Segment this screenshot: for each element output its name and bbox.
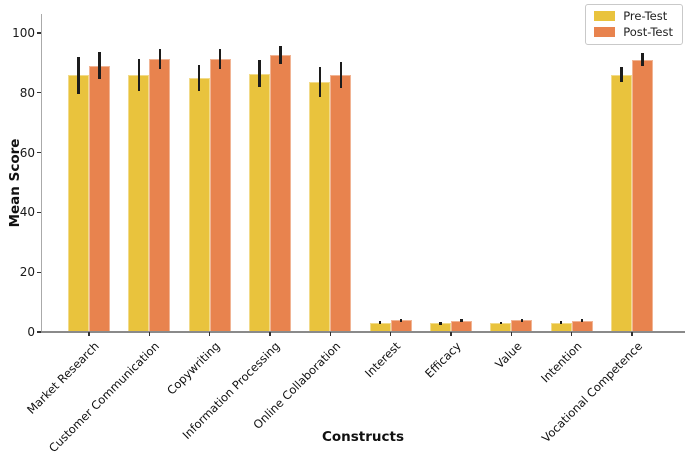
error-bar-pre-test-5 xyxy=(379,321,382,325)
error-bar-post-test-1 xyxy=(158,48,161,70)
bar-post-test-0 xyxy=(89,65,110,332)
error-bar-pre-test-0 xyxy=(77,56,80,94)
x-tick-label-1: Customer Communication xyxy=(46,339,163,455)
legend-label-post-test: Post-Test xyxy=(623,25,673,39)
y-tick-label-20: 20 xyxy=(19,265,35,280)
error-bar-pre-test-1 xyxy=(137,59,140,91)
bar-pre-test-0 xyxy=(68,75,89,332)
y-tick-label-0: 0 xyxy=(27,325,35,339)
error-bar-post-test-3 xyxy=(279,45,282,64)
error-bar-post-test-4 xyxy=(339,61,342,88)
legend-entry-pre-test: Pre-Test xyxy=(594,10,673,22)
error-bar-pre-test-3 xyxy=(258,60,261,88)
y-tick-100 xyxy=(37,32,41,34)
x-tick-label-7: Value xyxy=(491,339,525,372)
y-axis-title: Mean Score xyxy=(7,138,23,228)
error-bar-pre-test-7 xyxy=(499,321,502,325)
bar-post-test-2 xyxy=(209,59,231,332)
x-axis-spine xyxy=(41,330,685,333)
error-bar-pre-test-6 xyxy=(439,321,442,325)
bar-pre-test-2 xyxy=(188,78,210,332)
x-tick-label-5: Interest xyxy=(362,339,404,381)
error-bar-pre-test-2 xyxy=(198,64,201,92)
error-bar-post-test-5 xyxy=(400,319,403,322)
error-bar-post-test-8 xyxy=(581,319,584,322)
x-tick-4 xyxy=(329,332,332,336)
error-bar-post-test-2 xyxy=(219,49,222,70)
x-tick-label-9: Vocational Competence xyxy=(538,339,645,446)
x-tick-label-3: Information Processing xyxy=(179,339,283,442)
bar-post-test-9 xyxy=(631,59,653,332)
error-bar-post-test-9 xyxy=(641,53,644,67)
error-bar-pre-test-4 xyxy=(318,66,321,97)
x-tick-9 xyxy=(631,332,633,336)
y-tick-label-60: 60 xyxy=(19,145,35,160)
x-tick-8 xyxy=(570,332,573,336)
bar-pre-test-1 xyxy=(128,75,150,332)
y-tick-0 xyxy=(37,331,41,333)
x-tick-7 xyxy=(510,332,513,336)
bar-post-test-3 xyxy=(269,54,291,332)
y-tick-20 xyxy=(37,271,41,273)
y-tick-label-100: 100 xyxy=(12,26,35,40)
x-tick-1 xyxy=(148,332,151,336)
x-tick-5 xyxy=(389,332,392,336)
bar-pre-test-4 xyxy=(309,81,331,332)
error-bar-post-test-7 xyxy=(520,319,523,322)
bar-pre-test-3 xyxy=(248,73,270,332)
x-tick-label-8: Intention xyxy=(538,339,585,386)
bar-post-test-1 xyxy=(149,59,171,332)
error-bar-post-test-0 xyxy=(98,52,101,80)
y-tick-80 xyxy=(37,92,41,94)
bar-pre-test-9 xyxy=(610,74,632,332)
legend-label-pre-test: Pre-Test xyxy=(623,9,668,23)
x-tick-3 xyxy=(269,332,271,336)
x-tick-0 xyxy=(88,332,90,336)
legend: Pre-Test Post-Test xyxy=(585,4,683,45)
error-bar-post-test-6 xyxy=(460,319,463,322)
x-axis-title: Constructs xyxy=(321,429,405,445)
legend-swatch-pre-test xyxy=(594,11,616,21)
y-tick-label-80: 80 xyxy=(19,85,35,100)
y-tick-60 xyxy=(37,151,41,154)
y-tick-40 xyxy=(37,211,41,214)
x-tick-label-6: Efficacy xyxy=(422,339,464,381)
error-bar-pre-test-9 xyxy=(620,67,623,83)
x-tick-6 xyxy=(450,332,452,336)
error-bar-pre-test-8 xyxy=(560,321,563,325)
x-tick-2 xyxy=(208,332,211,336)
x-tick-label-2: Copywriting xyxy=(164,339,223,398)
y-axis-spine xyxy=(41,14,43,332)
legend-swatch-post-test xyxy=(594,27,616,37)
legend-entry-post-test: Post-Test xyxy=(594,26,673,38)
bar-post-test-4 xyxy=(330,74,352,332)
y-tick-label-40: 40 xyxy=(19,205,35,220)
